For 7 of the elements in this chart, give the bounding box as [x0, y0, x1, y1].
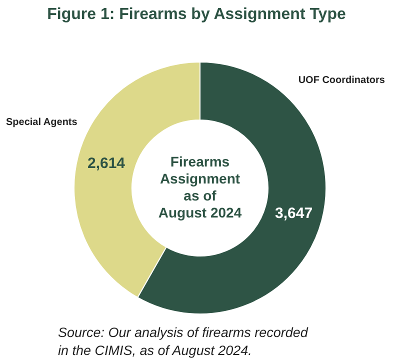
- text: Firearms Assignment as of August 2024: [158, 154, 242, 220]
- slice-label: Special Agents: [6, 117, 78, 128]
- data-label: 3,647: [274, 204, 313, 222]
- chart-title: Figure 1: Firearms by Assignment Type: [47, 6, 346, 23]
- slice-label: UOF Coordinators: [298, 75, 386, 86]
- data-label: 2,614: [87, 155, 126, 172]
- source-note: Source: Our analysis of firearms recorded in the CIMIS, as of August 2024.: [58, 325, 308, 358]
